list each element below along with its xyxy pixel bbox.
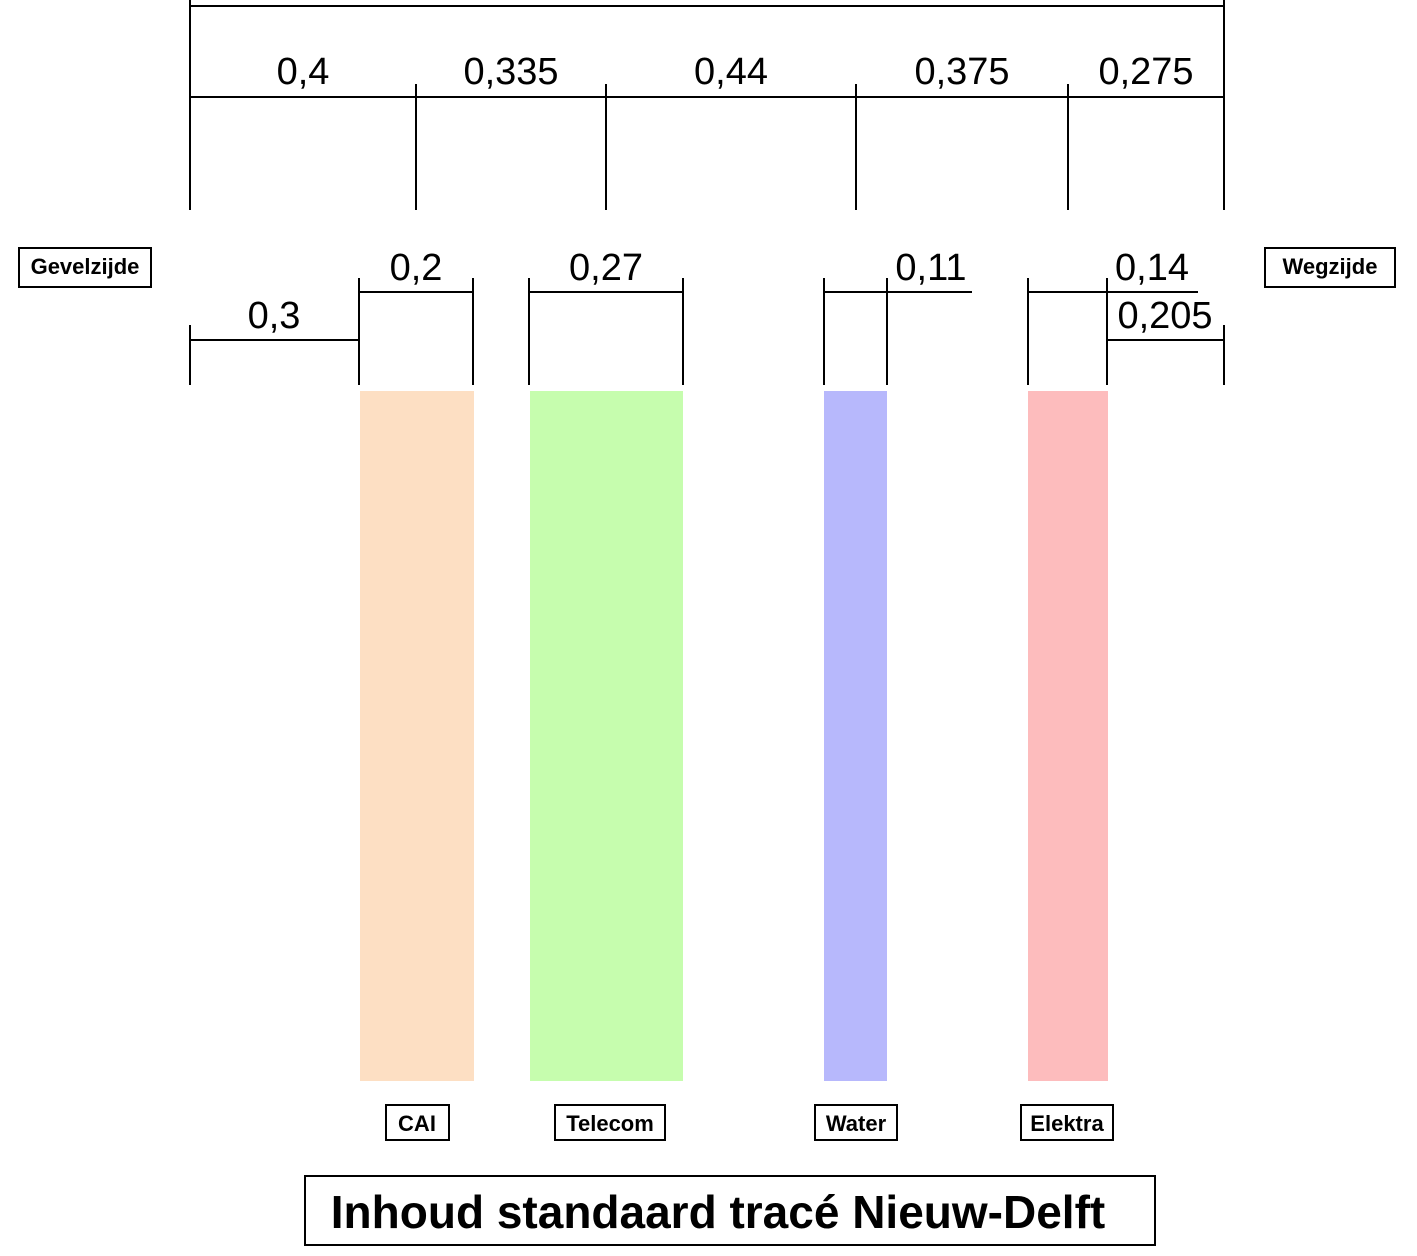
top-dimension-3: 0,44 bbox=[694, 51, 768, 93]
top-dimension-4: 0,375 bbox=[914, 51, 1009, 93]
water-strip bbox=[824, 391, 887, 1081]
cai-label: CAI bbox=[385, 1104, 450, 1141]
top-dimension-lines bbox=[189, 0, 1225, 210]
offset-left-dimension: 0,3 bbox=[248, 295, 301, 337]
telecom-width-dimension: 0,27 bbox=[569, 247, 643, 289]
water-width-dimension: 0,11 bbox=[895, 247, 966, 289]
svg-text:Water: Water bbox=[826, 1111, 887, 1136]
diagram-title: Inhoud standaard tracé Nieuw-Delft bbox=[304, 1175, 1156, 1246]
top-dimension-5: 0,275 bbox=[1098, 51, 1193, 93]
wegzijde-label: Wegzijde bbox=[1264, 247, 1396, 288]
svg-text:Wegzijde: Wegzijde bbox=[1283, 254, 1378, 279]
telecom-label: Telecom bbox=[554, 1104, 666, 1141]
svg-text:Inhoud standaard tracé Nieuw-D: Inhoud standaard tracé Nieuw-Delft bbox=[331, 1186, 1105, 1238]
offset-right-dimension: 0,205 bbox=[1117, 295, 1212, 337]
elektra-label: Elektra bbox=[1020, 1104, 1114, 1141]
lower-dimension-lines bbox=[189, 278, 1225, 385]
elektra-width-dimension: 0,14 bbox=[1115, 247, 1189, 289]
elektra-strip bbox=[1028, 391, 1108, 1081]
top-dimension-2: 0,335 bbox=[463, 51, 558, 93]
gevelzijde-label: Gevelzijde bbox=[18, 247, 152, 288]
svg-text:Gevelzijde: Gevelzijde bbox=[31, 254, 140, 279]
cai-width-dimension: 0,2 bbox=[390, 247, 443, 289]
svg-text:CAI: CAI bbox=[398, 1111, 436, 1136]
top-dimension-1: 0,4 bbox=[277, 51, 330, 93]
water-label: Water bbox=[814, 1104, 898, 1141]
svg-text:Elektra: Elektra bbox=[1030, 1111, 1104, 1136]
svg-text:Telecom: Telecom bbox=[566, 1111, 654, 1136]
telecom-strip bbox=[530, 391, 683, 1081]
cai-strip bbox=[360, 391, 474, 1081]
